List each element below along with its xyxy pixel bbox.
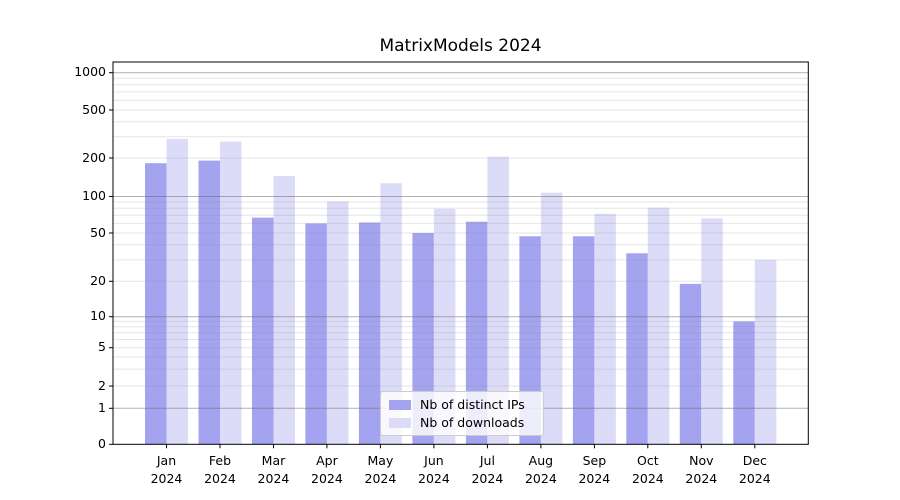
month-name: Oct [637, 453, 659, 468]
month-year: 2024 [524, 470, 557, 486]
x-tick-label-aug: Aug 2024 [501, 452, 581, 487]
month-name: Aug [528, 453, 554, 468]
legend-row-downloads: Nb of downloads [389, 415, 535, 430]
month-name: Mar [261, 453, 286, 468]
bar-ips-nov [679, 283, 702, 445]
bar-ips-jan [145, 163, 167, 445]
x-tick-label-mar: Mar 2024 [233, 452, 313, 487]
bar-ips-sep [572, 236, 595, 445]
bar-ips-may [358, 222, 381, 445]
month-name: Nov [689, 453, 714, 468]
month-year: 2024 [578, 470, 611, 486]
plot-frame [112, 61, 809, 445]
month-year: 2024 [685, 470, 718, 486]
month-name: Apr [316, 453, 338, 468]
x-tick-label-oct: Oct 2024 [608, 452, 688, 487]
y-tick-label-10: 10 [90, 308, 106, 324]
x-tick-label-nov: Nov 2024 [661, 452, 741, 487]
legend-swatch-distinct-ips [389, 399, 411, 410]
bar-downloads-jun [433, 208, 456, 445]
month-year: 2024 [738, 470, 771, 486]
bar-ips-jul [465, 221, 488, 445]
bar-downloads-feb [220, 141, 242, 445]
x-tick-label-jul: Jul 2024 [447, 452, 527, 487]
x-tick-label-apr: Apr 2024 [287, 452, 367, 487]
month-year: 2024 [204, 470, 236, 486]
month-year: 2024 [364, 470, 397, 486]
y-tick-label-200: 200 [82, 149, 106, 165]
legend-row-ips: Nb of distinct IPs [389, 397, 535, 412]
bar-downloads-oct [647, 207, 670, 445]
y-tick-label-100: 100 [82, 188, 106, 203]
y-tick-label-2: 2 [98, 377, 106, 393]
bar-downloads-sep [594, 213, 616, 445]
month-year: 2024 [257, 470, 290, 486]
y-tick-label-50: 50 [90, 224, 106, 240]
month-year: 2024 [418, 470, 450, 486]
bar-downloads-mar [273, 175, 295, 445]
y-tick-label-1: 1 [98, 399, 106, 415]
y-tick-label-500: 500 [82, 101, 106, 117]
chart-title: MatrixModels 2024 [379, 36, 542, 56]
y-tick-label-0: 0 [98, 435, 106, 451]
month-name: May [367, 453, 394, 468]
bar-downloads-nov [701, 218, 723, 445]
bar-downloads-apr [326, 201, 349, 445]
y-tick-label-20: 20 [90, 272, 106, 288]
bar-ips-oct [626, 253, 648, 445]
month-year: 2024 [311, 470, 343, 486]
month-year: 2024 [150, 470, 183, 486]
bar-ips-mar [252, 217, 274, 445]
bar-ips-dec [733, 321, 755, 445]
y-tick-label-5: 5 [98, 339, 106, 355]
month-year: 2024 [471, 470, 504, 486]
month-name: Jul [479, 453, 495, 468]
x-tick-label-jan: Jan 2024 [126, 452, 206, 487]
x-tick-label-sep: Sep 2024 [554, 452, 634, 487]
month-name: Jun [424, 453, 444, 468]
month-name: Jan [156, 453, 177, 468]
x-tick-label-feb: Feb 2024 [180, 452, 260, 487]
month-year: 2024 [631, 470, 664, 486]
x-tick-label-jun: Jun 2024 [394, 452, 474, 487]
bar-downloads-dec [754, 259, 777, 445]
bar-downloads-may [380, 183, 402, 445]
legend: Nb of distinct IPs Nb of downloads [380, 391, 544, 436]
y-tick-label-1000: 1000 [74, 64, 106, 80]
bar-downloads-jan [166, 138, 188, 445]
legend-label-downloads: Nb of downloads [420, 415, 525, 430]
x-tick-label-may: May 2024 [340, 452, 420, 487]
month-name: Dec [742, 453, 767, 468]
bar-ips-apr [305, 223, 327, 445]
bar-downloads-jul [487, 156, 509, 445]
x-tick-label-dec: Dec 2024 [715, 452, 795, 487]
month-name: Sep [582, 453, 607, 468]
bar-ips-feb [198, 160, 220, 445]
legend-swatch-downloads [389, 417, 411, 428]
month-name: Feb [208, 453, 232, 468]
legend-label-distinct-ips: Nb of distinct IPs [420, 397, 525, 412]
bar-downloads-aug [540, 192, 563, 445]
